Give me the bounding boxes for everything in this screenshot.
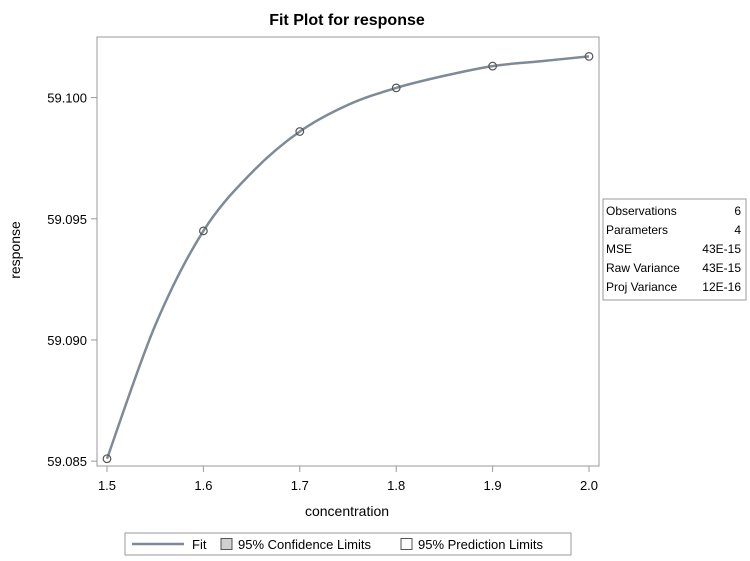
- legend-box-swatch: [220, 538, 233, 550]
- stats-label: Parameters: [606, 223, 668, 237]
- stats-label: Proj Variance: [606, 280, 677, 294]
- y-axis-ticks: 59.085 59.090 59.095 59.100: [47, 91, 97, 469]
- legend-box-swatch: [400, 538, 413, 550]
- legend-label: 95% Prediction Limits: [418, 537, 543, 552]
- stats-label: MSE: [606, 242, 632, 256]
- y-axis-label: response: [7, 221, 23, 279]
- observation-point: [198, 226, 208, 236]
- x-tick-label: 2.0: [580, 478, 598, 493]
- stats-table-box: [602, 198, 747, 301]
- x-tick-label: 1.8: [387, 478, 405, 493]
- fit-curve: [105, 55, 590, 460]
- plot-area: [96, 36, 600, 467]
- stats-value: 43E-15: [702, 242, 741, 256]
- x-tick-label: 1.6: [194, 478, 212, 493]
- y-tick-label: 59.100: [47, 91, 87, 106]
- stats-label: Raw Variance: [606, 261, 680, 275]
- stats-value: 6: [734, 204, 741, 218]
- observation-point: [488, 61, 498, 71]
- x-tick-label: 1.9: [484, 478, 502, 493]
- legend-label: Fit: [192, 537, 207, 552]
- chart-title: Fit Plot for response: [269, 12, 425, 29]
- observation-point: [295, 127, 305, 136]
- stats-value: 43E-15: [702, 261, 741, 275]
- stats-value: 12E-16: [702, 280, 741, 294]
- fit-line: [102, 51, 594, 464]
- observation-point: [391, 83, 401, 93]
- x-axis-label: concentration: [305, 503, 389, 519]
- legend-box: [124, 532, 572, 556]
- stats-table: Observations 6 Parameters 4 MSE 43E-15 Raw Var…: [602, 198, 747, 301]
- y-tick-label: 59.090: [47, 333, 87, 348]
- stats-label: Observations: [606, 204, 677, 218]
- observation-point: [102, 454, 112, 464]
- legend: Fit 95% Confidence Limits 95% Prediction L…: [124, 532, 572, 556]
- y-tick-label: 59.095: [47, 212, 87, 227]
- observation-point: [584, 51, 594, 61]
- x-tick-label: 1.5: [98, 478, 116, 493]
- x-tick-label: 1.7: [291, 478, 309, 493]
- stats-value: 4: [734, 223, 741, 237]
- legend-label: 95% Confidence Limits: [238, 537, 371, 552]
- y-tick-label: 59.085: [47, 454, 87, 469]
- x-axis-ticks: 1.5 1.6 1.7 1.8 1.9 2.0: [98, 466, 598, 493]
